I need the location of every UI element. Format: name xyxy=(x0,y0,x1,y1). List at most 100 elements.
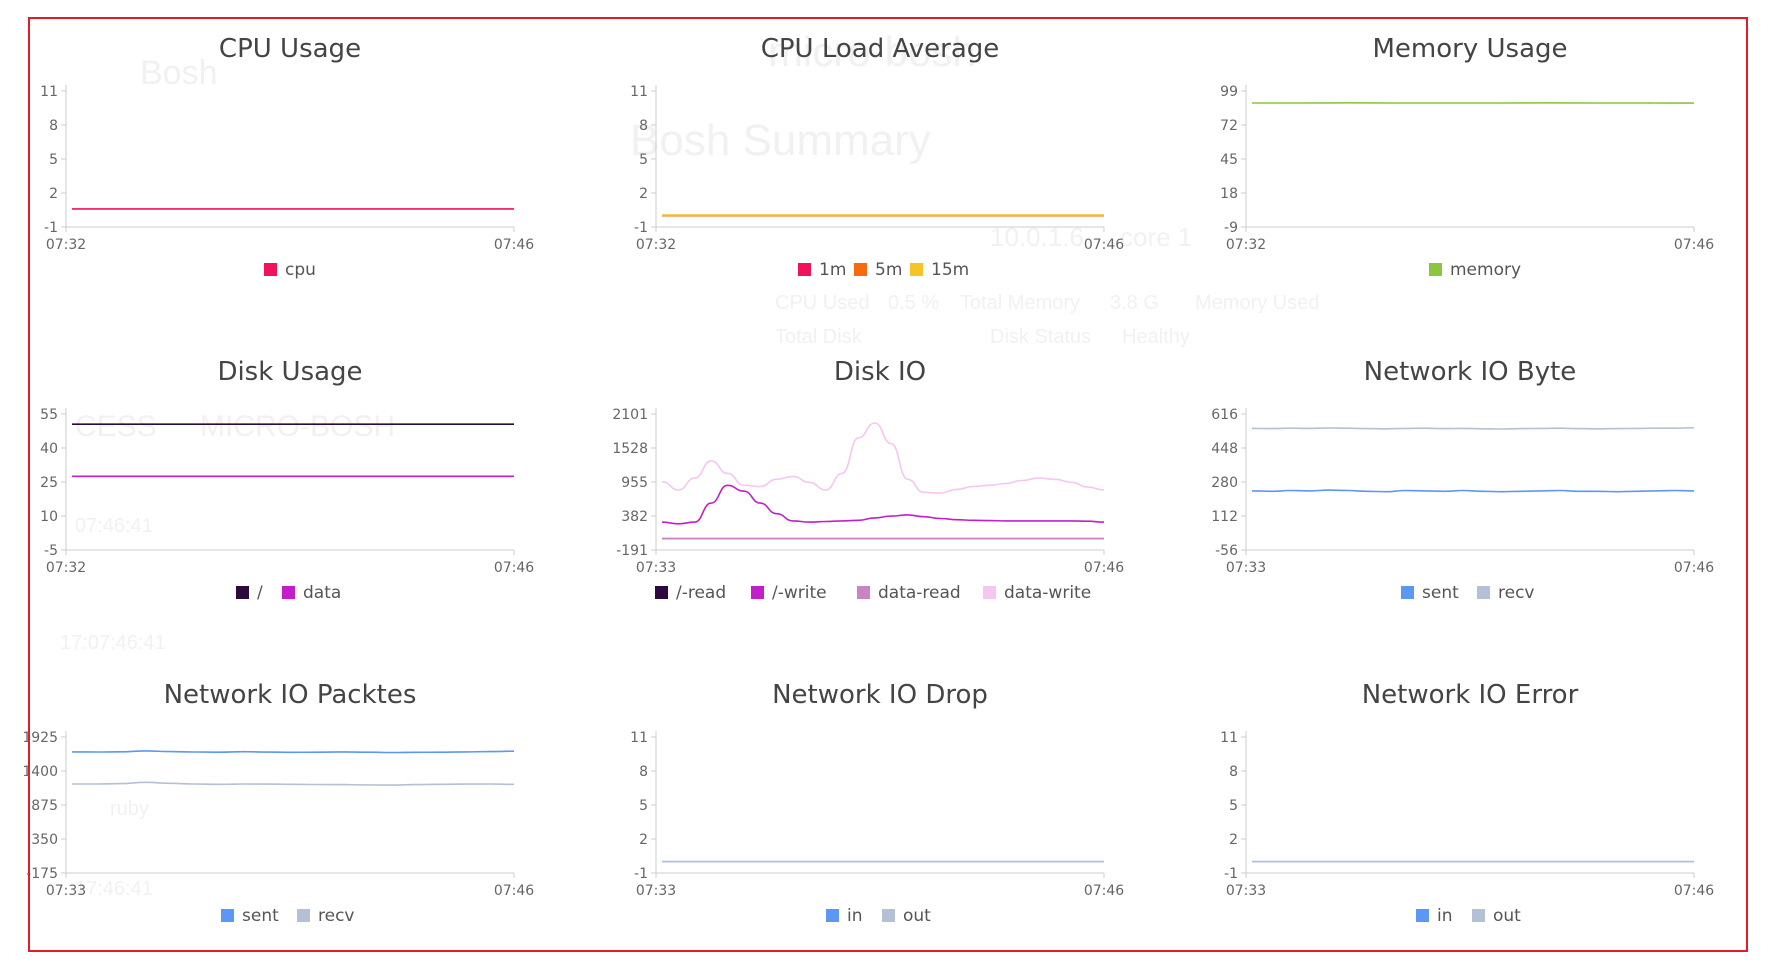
chart-title: Disk IO xyxy=(834,357,926,387)
legend-swatch[interactable] xyxy=(854,263,867,276)
legend-swatch[interactable] xyxy=(221,909,234,922)
legend-label[interactable]: cpu xyxy=(285,260,316,280)
legend-label[interactable]: in xyxy=(847,906,863,926)
legend-label[interactable]: out xyxy=(903,906,931,926)
legend-swatch[interactable] xyxy=(983,586,996,599)
legend-label[interactable]: data-read xyxy=(878,583,961,603)
legend-swatch[interactable] xyxy=(910,263,923,276)
y-tick-label: 2101 xyxy=(612,407,648,423)
y-tick-label: 5 xyxy=(639,152,648,168)
chart-cpu-usage: CPU Usage 11 8 5 2 -107:32 07:46 cpu xyxy=(40,34,534,280)
y-tick-label: 11 xyxy=(630,730,648,746)
y-tick-label: 280 xyxy=(1211,475,1238,491)
legend-label[interactable]: recv xyxy=(318,906,354,926)
chart-title: Network IO Error xyxy=(1362,680,1579,710)
y-tick-label: 8 xyxy=(639,764,648,780)
chart-title: Memory Usage xyxy=(1372,34,1567,64)
chart-network-io-error: Network IO Error 11 8 5 2 -107:33 07:46 in out xyxy=(1220,680,1714,926)
x-tick-label: 07:32 xyxy=(46,560,86,576)
y-tick-label: 8 xyxy=(49,118,58,134)
x-tick-label: 07:46 xyxy=(1084,883,1124,899)
legend-swatch[interactable] xyxy=(798,263,811,276)
y-tick-label: -1 xyxy=(634,220,648,236)
chart-network-io-drop: Network IO Drop 11 8 5 2 -107:33 07:46 in out xyxy=(630,680,1124,926)
legend-label[interactable]: 15m xyxy=(931,260,969,280)
legend-swatch[interactable] xyxy=(1401,586,1414,599)
legend-label[interactable]: /-read xyxy=(676,583,726,603)
y-tick-label: 2 xyxy=(639,832,648,848)
x-tick-label: 07:46 xyxy=(494,237,534,253)
legend-swatch[interactable] xyxy=(826,909,839,922)
legend-swatch[interactable] xyxy=(236,586,249,599)
legend-label[interactable]: in xyxy=(1437,906,1453,926)
x-tick-label: 07:32 xyxy=(1226,237,1266,253)
chart-network-io-packtes: Network IO Packtes 1925 1400 875 350 -17507:3… xyxy=(22,680,534,926)
series-line-data-write xyxy=(661,422,1105,494)
y-tick-label: 955 xyxy=(621,475,648,491)
y-tick-label: 11 xyxy=(630,84,648,100)
x-tick-label: 07:33 xyxy=(1226,560,1266,576)
y-tick-label: 10 xyxy=(40,509,58,525)
x-tick-label: 07:32 xyxy=(46,237,86,253)
y-tick-label: -191 xyxy=(616,543,648,559)
legend-swatch[interactable] xyxy=(857,586,870,599)
legend-label[interactable]: data xyxy=(303,583,341,603)
y-tick-label: -1 xyxy=(634,866,648,882)
legend-label[interactable]: data-write xyxy=(1004,583,1091,603)
legend-label[interactable]: / xyxy=(257,583,263,603)
legend-label[interactable]: 1m xyxy=(819,260,846,280)
y-tick-label: 25 xyxy=(40,475,58,491)
x-tick-label: 07:46 xyxy=(1084,560,1124,576)
legend-swatch[interactable] xyxy=(655,586,668,599)
legend-swatch[interactable] xyxy=(264,263,277,276)
y-tick-label: 2 xyxy=(49,186,58,202)
y-tick-label: 1528 xyxy=(612,441,648,457)
y-tick-label: 2 xyxy=(1229,832,1238,848)
y-tick-label: 18 xyxy=(1220,186,1238,202)
legend-label[interactable]: /-write xyxy=(772,583,827,603)
legend-swatch[interactable] xyxy=(282,586,295,599)
chart-disk-usage: Disk Usage 55 40 25 10 -507:32 07:46 / data xyxy=(40,357,534,603)
chart-title: CPU Load Average xyxy=(761,34,1000,64)
x-tick-label: 07:32 xyxy=(636,237,676,253)
y-tick-label: 448 xyxy=(1211,441,1238,457)
y-tick-label: 40 xyxy=(40,441,58,457)
legend-label[interactable]: out xyxy=(1493,906,1521,926)
series-line-/-write xyxy=(661,484,1105,525)
chart-memory-usage: Memory Usage 99 72 45 18 -907:32 07:46 memory xyxy=(1220,34,1714,280)
legend-label[interactable]: sent xyxy=(242,906,279,926)
legend-swatch[interactable] xyxy=(882,909,895,922)
x-tick-label: 07:46 xyxy=(1674,883,1714,899)
legend-swatch[interactable] xyxy=(1477,586,1490,599)
chart-cpu-load-average: CPU Load Average 11 8 5 2 -107:32 07:46 1m 5m 15m xyxy=(630,34,1124,280)
x-tick-label: 07:33 xyxy=(1226,883,1266,899)
y-tick-label: 5 xyxy=(49,152,58,168)
x-tick-label: 07:46 xyxy=(1674,237,1714,253)
y-tick-label: 875 xyxy=(31,798,58,814)
y-tick-label: 55 xyxy=(40,407,58,423)
y-tick-label: 2 xyxy=(639,186,648,202)
legend-label[interactable]: memory xyxy=(1450,260,1521,280)
x-tick-label: 07:46 xyxy=(1084,237,1124,253)
legend-swatch[interactable] xyxy=(1429,263,1442,276)
x-tick-label: 07:33 xyxy=(636,883,676,899)
x-tick-label: 07:46 xyxy=(494,883,534,899)
legend-label[interactable]: recv xyxy=(1498,583,1534,603)
y-tick-label: 8 xyxy=(1229,764,1238,780)
y-tick-label: 1925 xyxy=(22,730,58,746)
legend-swatch[interactable] xyxy=(297,909,310,922)
y-tick-label: 11 xyxy=(1220,730,1238,746)
y-tick-label: 45 xyxy=(1220,152,1238,168)
x-tick-label: 07:46 xyxy=(1674,560,1714,576)
series-line-recv xyxy=(71,781,515,786)
y-tick-label: -1 xyxy=(1224,866,1238,882)
legend-swatch[interactable] xyxy=(751,586,764,599)
legend-swatch[interactable] xyxy=(1472,909,1485,922)
y-tick-label: -5 xyxy=(44,543,58,559)
y-tick-label: 112 xyxy=(1211,509,1238,525)
legend-label[interactable]: sent xyxy=(1422,583,1459,603)
chart-title: Network IO Byte xyxy=(1364,357,1577,387)
legend-swatch[interactable] xyxy=(1416,909,1429,922)
legend-label[interactable]: 5m xyxy=(875,260,902,280)
